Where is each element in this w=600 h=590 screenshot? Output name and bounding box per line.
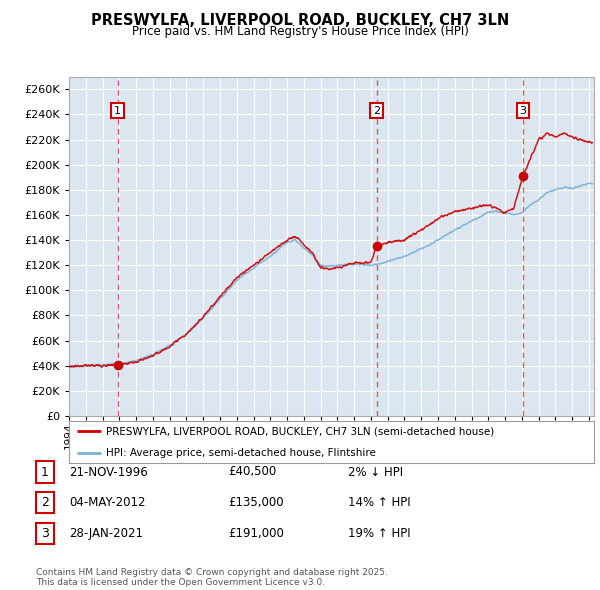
Text: 2% ↓ HPI: 2% ↓ HPI (348, 466, 403, 478)
Text: £40,500: £40,500 (228, 466, 276, 478)
Text: 19% ↑ HPI: 19% ↑ HPI (348, 527, 410, 540)
Text: 3: 3 (520, 106, 527, 116)
Text: 04-MAY-2012: 04-MAY-2012 (69, 496, 146, 509)
Text: PRESWYLFA, LIVERPOOL ROAD, BUCKLEY, CH7 3LN: PRESWYLFA, LIVERPOOL ROAD, BUCKLEY, CH7 … (91, 13, 509, 28)
Text: 28-JAN-2021: 28-JAN-2021 (69, 527, 143, 540)
Text: 21-NOV-1996: 21-NOV-1996 (69, 466, 148, 478)
Text: 14% ↑ HPI: 14% ↑ HPI (348, 496, 410, 509)
Text: 1: 1 (41, 466, 49, 478)
Text: 2: 2 (41, 496, 49, 509)
Text: HPI: Average price, semi-detached house, Flintshire: HPI: Average price, semi-detached house,… (106, 448, 376, 457)
Text: £191,000: £191,000 (228, 527, 284, 540)
Text: 2: 2 (373, 106, 380, 116)
Text: PRESWYLFA, LIVERPOOL ROAD, BUCKLEY, CH7 3LN (semi-detached house): PRESWYLFA, LIVERPOOL ROAD, BUCKLEY, CH7 … (106, 427, 494, 436)
Text: 1: 1 (114, 106, 121, 116)
Text: Price paid vs. HM Land Registry's House Price Index (HPI): Price paid vs. HM Land Registry's House … (131, 25, 469, 38)
Text: £135,000: £135,000 (228, 496, 284, 509)
Text: 3: 3 (41, 527, 49, 540)
Text: Contains HM Land Registry data © Crown copyright and database right 2025.
This d: Contains HM Land Registry data © Crown c… (36, 568, 388, 587)
